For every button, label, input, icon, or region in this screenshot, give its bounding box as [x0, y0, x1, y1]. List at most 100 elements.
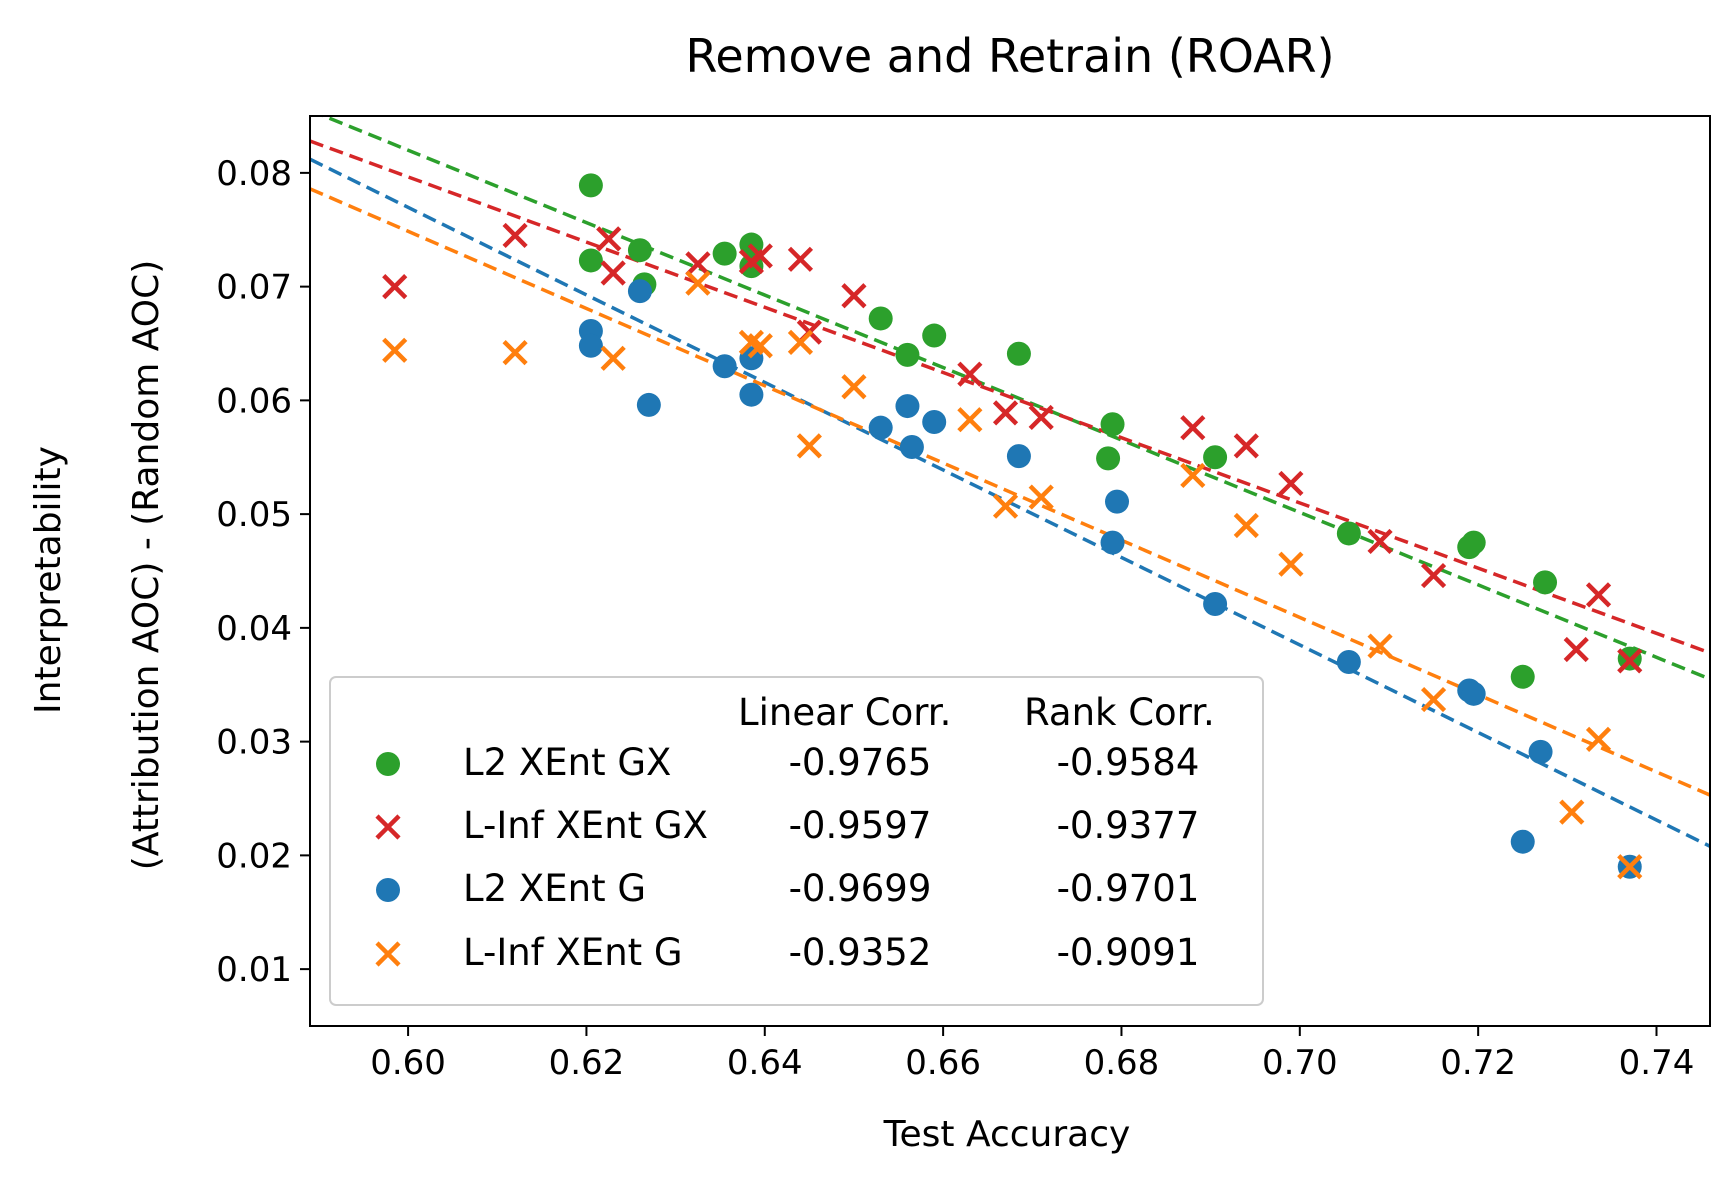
data-point [992, 400, 1019, 426]
x-tick-label: 0.66 [905, 1043, 981, 1083]
data-point [868, 306, 893, 331]
data-point [1585, 726, 1612, 752]
data-point [502, 340, 528, 366]
y-tick-label: 0.06 [216, 381, 292, 421]
legend: Linear Corr. Rank Corr. L2 XEnt GX -0.976… [329, 676, 1264, 1006]
x-tick-label: 0.60 [370, 1043, 446, 1083]
data-point [712, 241, 737, 266]
data-point [957, 361, 983, 387]
x-tick-label: 0.72 [1440, 1043, 1516, 1083]
data-point [600, 260, 626, 286]
data-point [382, 337, 408, 363]
data-point [1028, 404, 1054, 431]
data-point [1278, 470, 1304, 497]
data-point [992, 493, 1019, 519]
data-point [1006, 444, 1031, 469]
data-point [1336, 521, 1361, 546]
data-point [739, 346, 764, 371]
y-tick-label: 0.08 [216, 154, 292, 194]
data-point [578, 173, 603, 198]
y-tick-label: 0.02 [216, 836, 292, 876]
data-point [841, 374, 867, 400]
data-point [685, 251, 711, 277]
data-point [1028, 484, 1054, 510]
data-point [1461, 681, 1486, 706]
x-axis-title: Test Accuracy [883, 1114, 1131, 1155]
data-point [841, 283, 867, 309]
data-point [502, 222, 528, 249]
data-point [1559, 799, 1585, 825]
y-tick-label: 0.05 [216, 495, 292, 535]
data-point [1105, 489, 1130, 514]
data-point [957, 407, 983, 433]
y-tick-label: 0.04 [216, 609, 292, 649]
data-point [578, 248, 603, 273]
legend-rank-corr: -0.9584 [1057, 741, 1200, 784]
data-point [747, 243, 773, 269]
y-tick-label: 0.01 [216, 950, 292, 990]
legend-series-name: L2 XEnt G [463, 867, 646, 910]
y-tick-label: 0.07 [216, 268, 292, 308]
legend-linear-corr: -0.9765 [789, 741, 932, 784]
data-point [1006, 341, 1031, 366]
legend-rank-corr: -0.9091 [1057, 931, 1200, 974]
data-point [1420, 562, 1447, 589]
data-point [899, 435, 924, 460]
data-point [1203, 591, 1228, 616]
x-tick-label: 0.70 [1262, 1043, 1338, 1083]
legend-box [329, 676, 1264, 1006]
legend-marker [375, 941, 401, 967]
data-point [1617, 648, 1643, 674]
fit-line [319, 116, 1710, 681]
data-point [922, 409, 947, 434]
data-point [627, 279, 652, 304]
data-point [922, 323, 947, 348]
legend-linear-corr: -0.9597 [789, 804, 932, 847]
y-axis-title-line2: (Attribution AOC) - (Random AOC) [126, 260, 167, 871]
legend-marker [376, 752, 400, 776]
data-point [1100, 412, 1125, 437]
data-point [1563, 636, 1589, 663]
fit-line [310, 139, 1710, 655]
legend-marker [375, 814, 401, 840]
plot-area [310, 116, 1710, 880]
x-axis: 0.60 0.62 0.64 0.66 0.68 0.70 0.72 0.74 [370, 1026, 1694, 1083]
x-tick-label: 0.62 [549, 1043, 625, 1083]
x-tick-label: 0.68 [1084, 1043, 1160, 1083]
legend-series-name: L-Inf XEnt G [463, 931, 683, 974]
legend-header-linear: Linear Corr. [738, 691, 951, 734]
data-point [382, 274, 408, 300]
data-point [1100, 530, 1125, 555]
data-point [1180, 462, 1206, 489]
data-points [382, 173, 1643, 880]
chart-title: Remove and Retrain (ROAR) [685, 29, 1334, 83]
legend-linear-corr: -0.9699 [789, 867, 932, 910]
data-point [712, 354, 737, 379]
data-point [895, 342, 920, 367]
data-point [1367, 528, 1393, 555]
data-point [1420, 686, 1447, 713]
data-point [1528, 739, 1553, 764]
data-point [1336, 650, 1361, 674]
data-point [596, 226, 622, 252]
legend-rank-corr: -0.9701 [1057, 867, 1200, 910]
data-point [868, 415, 893, 440]
legend-series-name: L-Inf XEnt GX [463, 804, 708, 847]
x-tick-label: 0.64 [727, 1043, 803, 1083]
data-point [685, 270, 711, 296]
legend-marker [376, 878, 400, 902]
data-point [747, 333, 773, 359]
data-point [796, 433, 822, 459]
legend-series-name: L2 XEnt GX [463, 741, 671, 784]
y-axis-title-line1: Interpretability [28, 446, 69, 714]
data-point [895, 394, 920, 419]
data-point [1096, 446, 1121, 471]
y-tick-label: 0.03 [216, 723, 292, 763]
data-point [1533, 570, 1558, 595]
data-point [627, 238, 652, 263]
data-point [1367, 633, 1393, 659]
data-point [787, 329, 814, 355]
data-point [600, 345, 626, 371]
legend-linear-corr: -0.9352 [789, 931, 932, 974]
